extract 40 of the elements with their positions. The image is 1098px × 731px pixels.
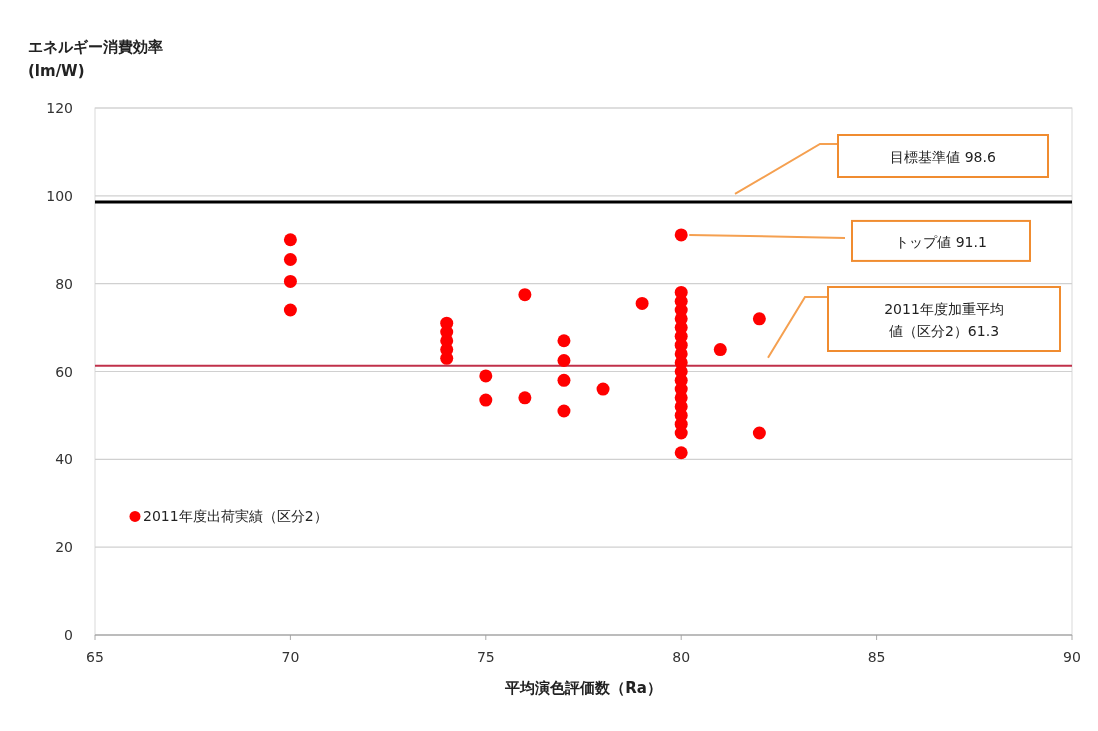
point [752, 426, 766, 440]
point [479, 369, 493, 383]
ref-line-label: 目標基準値 98.6 [890, 149, 996, 165]
point [752, 312, 766, 326]
y-tick-label: 100 [46, 187, 73, 204]
point [518, 288, 532, 302]
y-tick-label: 20 [55, 539, 73, 556]
y-tick-label: 120 [46, 100, 73, 116]
point [557, 373, 571, 387]
point [557, 334, 571, 348]
point [635, 296, 649, 310]
legend: 2011年度出荷実績（区分2） [129, 508, 328, 525]
point [674, 228, 688, 242]
point [283, 233, 297, 247]
x-tick-label: 80 [672, 649, 691, 665]
point [596, 382, 610, 396]
point [440, 351, 454, 365]
point [713, 343, 727, 357]
point [557, 404, 571, 418]
y-tick-label: 0 [64, 627, 73, 643]
y-tick-label: 40 [55, 451, 73, 468]
point [283, 303, 297, 317]
x-tick-label: 85 [867, 649, 886, 665]
y-axis-title: エネルギー消費効率 (lm/W) [28, 38, 163, 80]
x-tick-label: 75 [476, 649, 495, 665]
point [557, 354, 571, 368]
annotation: トップ値 91.1 [895, 233, 987, 250]
x-tick-label: 70 [281, 649, 300, 665]
x-tick-label: 65 [86, 649, 104, 665]
ref-line-label: 2011年度加重平均値（区分2）61.3 [884, 301, 1004, 339]
point [518, 391, 532, 405]
point [283, 274, 297, 288]
point [283, 253, 297, 267]
y-tick-label: 80 [55, 275, 73, 292]
point [674, 426, 688, 440]
point [479, 393, 493, 407]
y-tick-label: 60 [55, 363, 73, 380]
x-tick-label: 90 [1063, 649, 1081, 665]
point [674, 446, 688, 460]
x-axis-title: 平均演色評価数（Ra） [504, 679, 662, 697]
